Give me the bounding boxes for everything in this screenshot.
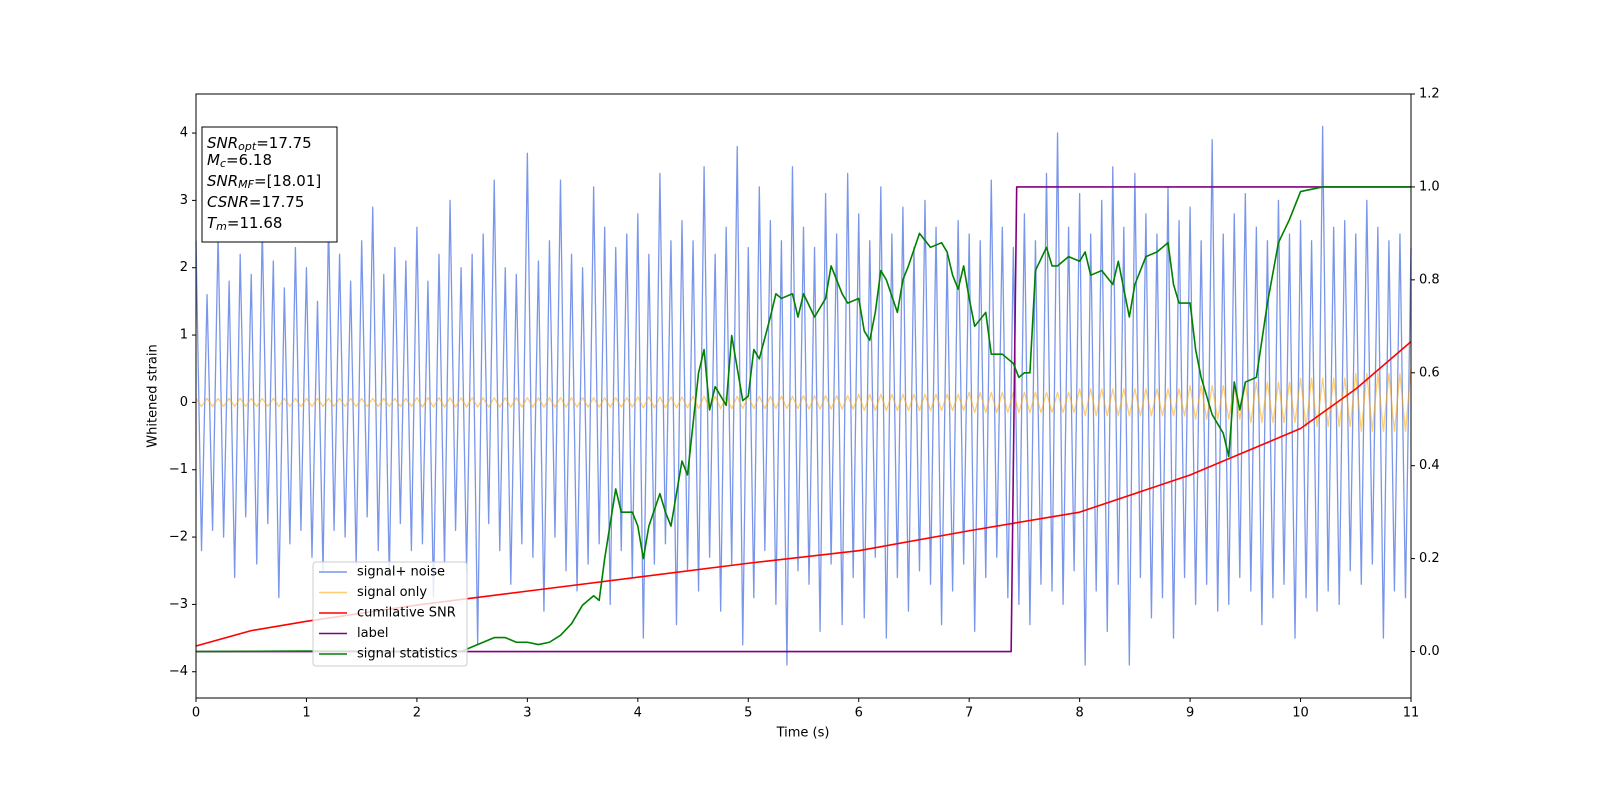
- y2-tick-label: 0.4: [1419, 458, 1440, 473]
- annotation-symbol: SNR: [207, 134, 238, 152]
- annotation-subscript: opt: [238, 140, 257, 153]
- y2-tick-label: 0.6: [1419, 365, 1440, 380]
- annotation-symbol: T: [207, 214, 218, 232]
- x-tick-label: 9: [1186, 706, 1194, 721]
- y-axis-label: Whitened strain: [146, 344, 161, 447]
- annotation-subscript: MF: [238, 178, 254, 191]
- annotation-symbol: M: [207, 151, 220, 169]
- x-tick-label: 1: [302, 706, 310, 721]
- annotation-value: =11.68: [227, 214, 283, 232]
- legend-label: signal+ noise: [357, 565, 445, 580]
- annotation-line: SNRMF=[18.01]: [207, 172, 321, 192]
- x-tick-label: 3: [523, 706, 531, 721]
- annotation-symbol: SNR: [207, 172, 238, 190]
- legend-label: signal statistics: [357, 647, 458, 662]
- x-tick-label: 2: [413, 706, 421, 721]
- annotation-line: Mc=6.18: [207, 151, 272, 171]
- annotation-symbol: CSNR: [207, 193, 249, 211]
- legend-label: cumilative SNR: [357, 606, 456, 621]
- annotation-value: =6.18: [226, 151, 272, 169]
- y-tick-label: −4: [169, 664, 188, 679]
- series-line: [195, 368, 1412, 432]
- annotation-line: CSNR=17.75: [207, 193, 304, 211]
- legend-label: label: [357, 626, 388, 641]
- y-tick-label: 2: [180, 260, 188, 275]
- legend-box: [312, 561, 468, 667]
- annotation-value: =17.75: [249, 193, 305, 211]
- y2-tick-label: 0.0: [1419, 644, 1440, 659]
- y-tick-label: 1: [180, 328, 188, 343]
- series-line: [195, 125, 1412, 666]
- x-axis-label: Time (s): [776, 726, 830, 741]
- y-tick-label: −3: [169, 597, 188, 612]
- series-line: [195, 186, 1411, 653]
- legend-label: signal only: [357, 585, 427, 600]
- annotation-line: Tm=11.68: [207, 214, 282, 234]
- annotation-box: [201, 126, 338, 243]
- annotation-value: =17.75: [256, 134, 312, 152]
- x-tick-label: 0: [192, 706, 200, 721]
- y2-tick-label: 0.2: [1419, 551, 1440, 566]
- x-tick-label: 5: [744, 706, 752, 721]
- y2-tick-label: 1.2: [1419, 87, 1440, 102]
- x-tick-label: 10: [1292, 706, 1309, 721]
- y2-tick-label: 1.0: [1419, 179, 1440, 194]
- x-tick-label: 11: [1403, 706, 1420, 721]
- x-tick-label: 8: [1075, 706, 1083, 721]
- y2-tick-label: 0.8: [1419, 272, 1440, 287]
- x-tick-label: 4: [634, 706, 642, 721]
- annotation-value: =[18.01]: [254, 172, 321, 190]
- x-tick-label: 6: [855, 706, 863, 721]
- axes-frame: [195, 93, 1412, 699]
- y-tick-label: 0: [180, 395, 188, 410]
- annotation-subscript: m: [216, 220, 227, 233]
- annotation-line: SNRopt=17.75: [207, 134, 312, 154]
- annotation-subscript: c: [220, 157, 226, 170]
- x-tick-label: 7: [965, 706, 973, 721]
- y-tick-label: 3: [180, 193, 188, 208]
- y-tick-label: 4: [180, 126, 188, 141]
- y-tick-label: −1: [169, 462, 188, 477]
- series-line: [196, 186, 1411, 653]
- y-tick-label: −2: [169, 530, 188, 545]
